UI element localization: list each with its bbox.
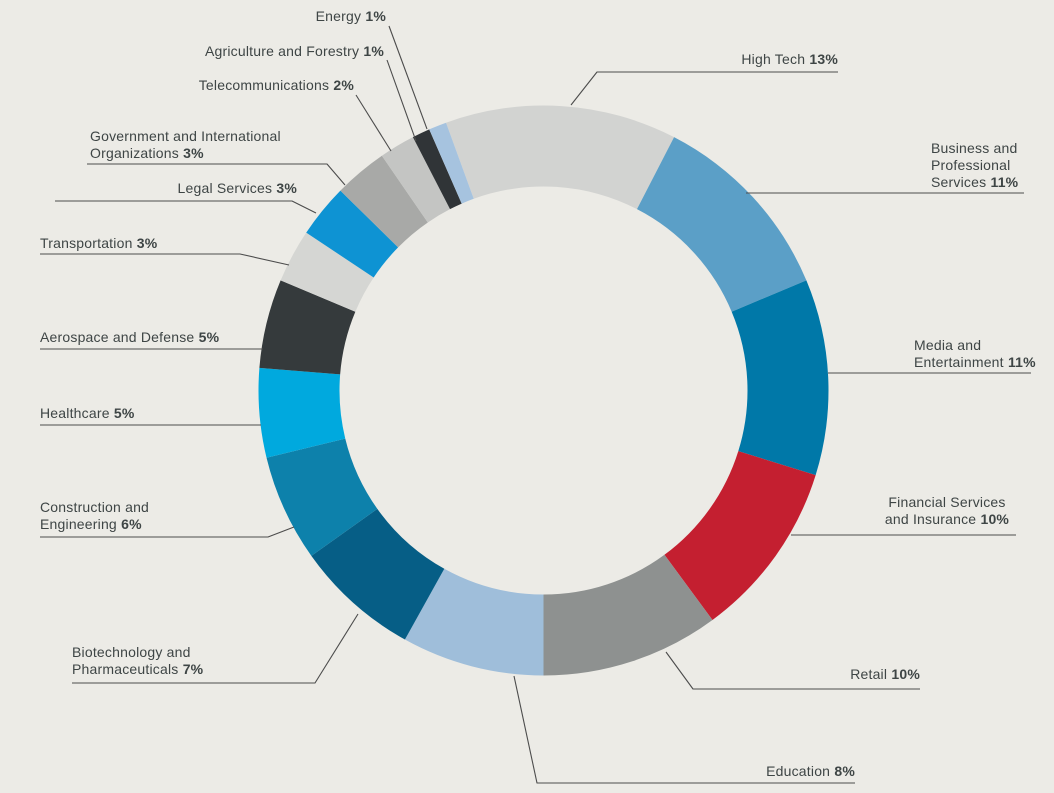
leader-line-legal-services [55,200,317,214]
segment-pct: 11% [1007,354,1036,370]
donut-segments [258,105,829,676]
leader-line-high-tech [570,71,838,106]
segment-label-agriculture-and-forestry: Agriculture and Forestry 1% [184,43,384,60]
donut-segment-financial-services-and-insurance [664,451,816,620]
segment-pct: 7% [182,661,204,677]
segment-label-text: Transportation [40,235,133,251]
segment-label-text: High Tech [741,51,806,67]
segment-pct: 3% [183,145,204,161]
segment-label-text: Financial Services and Insurance [884,494,1006,527]
segment-pct: 3% [136,235,158,251]
segment-label-text: Biotechnology and Pharmaceuticals [72,644,191,677]
segment-label-transportation: Transportation 3% [40,235,260,252]
leader-line-education [513,675,855,784]
donut-segment-telecommunications [381,137,451,223]
segment-pct: 5% [198,329,220,345]
segment-pct: 5% [113,405,135,421]
segment-label-text: Construction and Engineering [40,499,150,532]
segment-pct: 11% [990,174,1019,190]
donut-segment-aerospace-and-defense [259,280,356,375]
segment-label-high-tech: High Tech 13% [638,51,838,68]
leader-line-biotechnology-and-pharmaceuticals [72,613,359,684]
segment-pct: 2% [333,77,354,93]
donut-segment-construction-and-engineering [266,438,378,556]
leader-line-telecommunications [355,94,392,152]
segment-label-aerospace-and-defense: Aerospace and Defense 5% [40,329,300,346]
donut-segment-media-and-entertainment [731,280,829,476]
segment-label-education: Education 8% [655,763,855,780]
segment-label-biotechnology-and-pharmaceuticals: Biotechnology and Pharmaceuticals 7% [72,644,292,678]
segment-label-text: Business and Professional Services [931,140,1018,190]
donut-segment-agriculture-and-forestry [412,129,462,210]
segment-label-text: Agriculture and Forestry [204,43,360,59]
donut-segment-business-and-professional-services [636,137,807,312]
segment-label-text: Government and International Organizatio… [90,128,281,161]
segment-pct: 10% [980,511,1010,527]
leader-line-agriculture-and-forestry [386,59,417,142]
segment-pct: 1% [363,43,384,59]
segment-label-text: Education [766,763,831,779]
segment-label-healthcare: Healthcare 5% [40,405,240,422]
segment-label-text: Legal Services [177,180,273,196]
segment-pct: 8% [834,763,855,779]
segment-label-text: Media and Entertainment [914,337,1004,370]
donut-segment-high-tech [446,105,675,210]
donut-segment-energy [429,122,474,204]
leader-lines [40,25,1031,784]
segment-label-text: Energy [315,8,362,24]
donut-segment-healthcare [258,367,346,458]
segment-pct: 3% [276,180,297,196]
leader-line-retail [665,651,920,690]
segment-label-energy: Energy 1% [186,8,386,25]
segment-label-telecommunications: Telecommunications 2% [154,77,354,94]
segment-label-legal-services: Legal Services 3% [97,180,297,197]
segment-label-government-and-international-organizations: Government and International Organizatio… [90,128,320,162]
leader-line-government-and-international-organizations [87,163,346,186]
segment-label-text: Aerospace and Defense [40,329,195,345]
segment-pct: 6% [121,516,142,532]
donut-segment-legal-services [306,190,399,278]
donut-segment-biotechnology-and-pharmaceuticals [311,508,445,640]
segment-label-construction-and-engineering: Construction and Engineering 6% [40,499,260,533]
leader-line-transportation [40,253,290,266]
leader-line-energy [388,25,428,130]
segment-label-retail: Retail 10% [720,666,920,683]
segment-label-media-and-entertainment: Media and Entertainment 11% [914,337,1054,371]
segment-label-text: Telecommunications [198,77,330,93]
segment-label-financial-services-and-insurance: Financial Services and Insurance 10% [876,494,1018,528]
donut-segment-government-and-international-organizations [340,155,428,248]
segment-pct: 13% [809,51,838,67]
segment-pct: 10% [891,666,920,682]
segment-label-text: Healthcare [40,405,110,421]
donut-segment-retail [543,554,713,676]
segment-pct: 1% [365,8,386,24]
segment-label-business-and-professional-services: Business and Professional Services 11% [931,140,1054,191]
donut-segment-transportation [280,232,374,312]
donut-segment-education [404,568,544,676]
leader-line-construction-and-engineering [40,526,295,538]
segment-label-text: Retail [850,666,888,682]
